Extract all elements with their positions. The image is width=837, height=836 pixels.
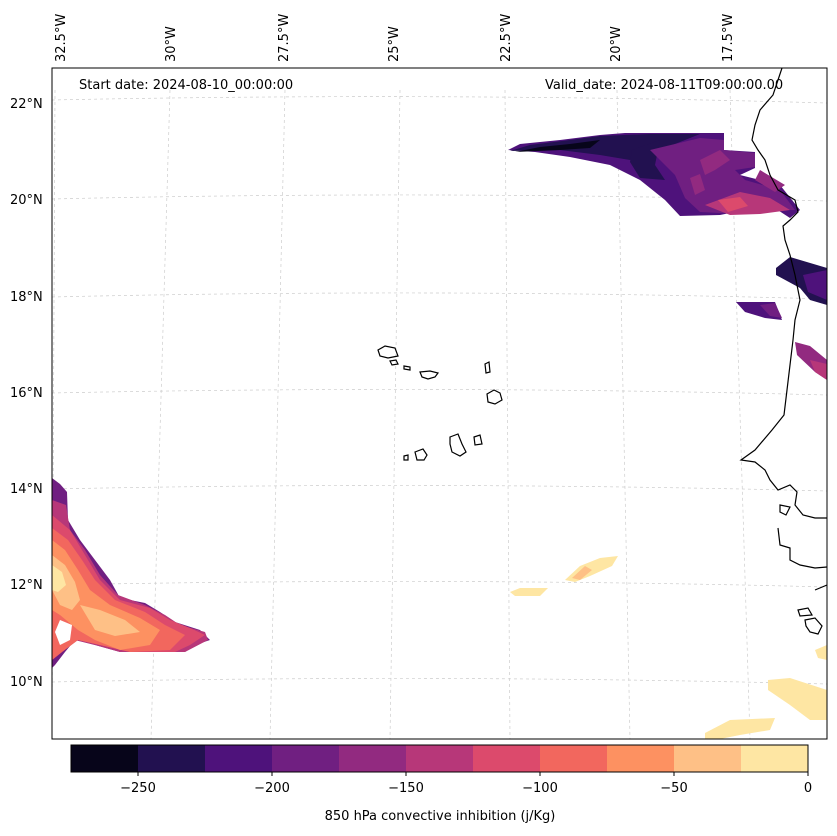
lat-label-12n: 12°N xyxy=(10,578,43,593)
colorbar-ticks xyxy=(137,772,809,776)
lon-label-27-5w: 27.5°W xyxy=(277,13,292,62)
colorbar-segment xyxy=(406,745,474,772)
lon-label-30w: 30°W xyxy=(164,26,179,62)
graticule xyxy=(52,89,827,739)
field-mauritania xyxy=(736,257,827,380)
colorbar-segment xyxy=(272,745,340,772)
colorbar-frame xyxy=(70,744,809,773)
colorbar-tick-label: −100 xyxy=(522,781,558,796)
field-central xyxy=(510,556,618,596)
map-frame xyxy=(51,67,828,740)
lat-label-20n: 20°N xyxy=(10,193,43,208)
colorbar-segment xyxy=(741,745,809,772)
start-date-label: Start date: 2024-08-10_00:00:00 xyxy=(79,78,294,93)
lat-label-16n: 16°N xyxy=(10,386,43,401)
colorbar-tick-label: −150 xyxy=(388,781,424,796)
lon-label-32-5w: 32.5°W xyxy=(54,13,69,62)
lon-label-20w: 20°W xyxy=(609,26,624,62)
field-southeast xyxy=(705,645,827,739)
colorbar-title: 850 hPa convective inhibition (j/Kg) xyxy=(324,809,556,824)
colorbar-segment xyxy=(71,745,139,772)
colorbar-tick-label: −200 xyxy=(254,781,290,796)
lon-label-22-5w: 22.5°W xyxy=(499,13,514,62)
field-north-band xyxy=(508,133,800,218)
colorbar-segment xyxy=(339,745,407,772)
colorbar-segment xyxy=(205,745,273,772)
colorbar-segment xyxy=(674,745,742,772)
lon-label-17-5w: 17.5°W xyxy=(721,13,736,62)
lat-label-14n: 14°N xyxy=(10,482,43,497)
colorbar-segment xyxy=(607,745,675,772)
colorbar-tick-label: −250 xyxy=(120,781,156,796)
colorbar-segment xyxy=(473,745,541,772)
lon-label-25w: 25°W xyxy=(387,26,402,62)
colorbar xyxy=(70,744,809,773)
colorbar-segment xyxy=(540,745,608,772)
valid-date-label: Valid_date: 2024-08-11T09:00:00.00 xyxy=(545,78,784,93)
colorbar-segment xyxy=(138,745,206,772)
colorbar-tick-label: −50 xyxy=(660,781,688,796)
lat-label-10n: 10°N xyxy=(10,675,43,690)
colorbar-tick-label: 0 xyxy=(803,781,813,796)
coastlines xyxy=(377,68,827,635)
lat-label-18n: 18°N xyxy=(10,290,43,305)
field-southwest xyxy=(52,478,210,668)
lat-label-22n: 22°N xyxy=(10,97,43,112)
